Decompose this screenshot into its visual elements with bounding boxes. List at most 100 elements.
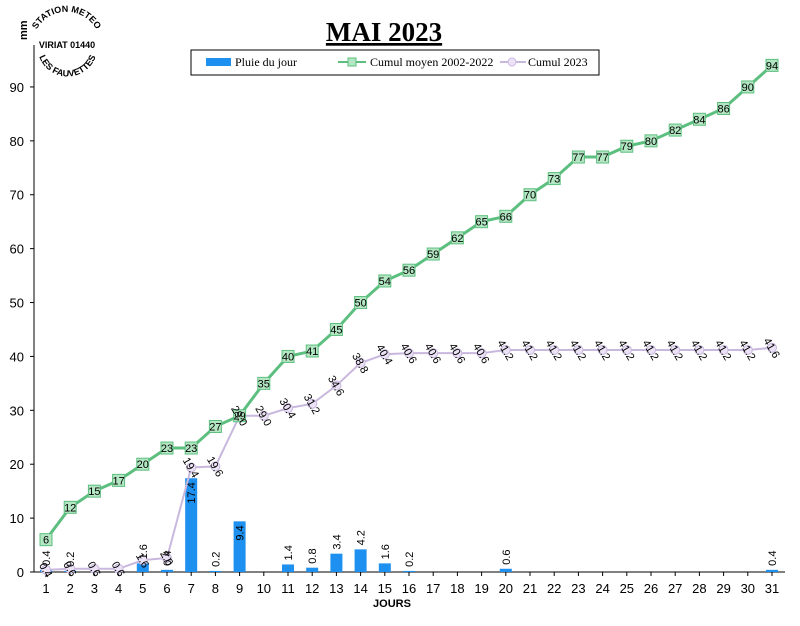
cumul-moyen-label: 45 [330,324,342,336]
x-axis-title: JOURS [373,598,411,610]
cumul-moyen-point [257,376,271,390]
cumul-moyen-label: 23 [161,443,173,455]
x-tick-label: 3 [91,581,98,596]
x-tick-label: 17 [426,581,440,596]
cumul-2023-label: 19.4 [180,456,201,481]
cumul-2023-point [476,348,487,359]
cumul-moyen-point [426,247,440,261]
x-tick-label: 28 [692,581,706,596]
y-tick-label: 50 [10,296,24,311]
y-tick-label: 0 [17,565,24,580]
pluie-jour-label: 4.2 [356,530,368,545]
cumul-2023-point [500,344,511,355]
legend-cum-marker [507,57,517,67]
cumul-2023-point [258,410,269,421]
cumul-moyen-point [87,484,101,498]
x-tick-label: 26 [644,581,658,596]
cumul-2023-point [597,344,608,355]
cumul-moyen-point [692,112,706,126]
x-tick-label: 24 [595,581,609,596]
y-tick-label: 90 [10,80,24,95]
x-tick-label: 8 [212,581,219,596]
bar-pluie-jour [306,567,319,572]
cumul-moyen-label: 77 [596,152,608,164]
cumul-2023-point [621,344,632,355]
cumul-2023-point [379,349,390,360]
cumul-2023-label: 34.6 [325,374,346,399]
pluie-jour-label: 0.4 [162,551,174,566]
cumul-moyen-label: 82 [669,125,681,137]
x-tick-label: 13 [329,581,343,596]
legend-avg-marker [347,57,357,67]
cumul-moyen-point [354,296,368,310]
pluie-jour-label: 0.2 [404,552,416,567]
y-tick-label: 10 [10,511,24,526]
cumul-moyen-point [717,102,731,116]
cumul-moyen-label: 23 [185,443,197,455]
cumul-2023-point [718,344,729,355]
data-labels: 6 12 15 17 20 23 23 27 29 35 40 41 45 50 54 56 59 62 65 66 7… [36,60,782,580]
pluie-jour-label: 9.4 [235,525,247,540]
cumul-2023-point [113,563,124,574]
bar-pluie-jour [161,569,173,572]
cumul-moyen-point [160,441,174,455]
cumul-2023-point [186,462,197,473]
cumul-moyen-label: 50 [354,298,366,310]
x-tick-label: 29 [716,581,730,596]
cumul-moyen-point [378,274,392,288]
cumul-moyen-point [136,457,150,471]
x-tick-label: 15 [378,581,392,596]
cumul-2023-point [525,344,535,355]
x-tick-label: 5 [139,581,146,596]
cumul-moyen-label: 20 [137,459,149,471]
bar-pluie-jour [354,549,367,572]
cumul-2023-label: 30.4 [277,396,298,421]
y-tick-label: 40 [10,349,24,364]
legend-label-cum: Cumul 2023 [528,55,588,69]
cumul-moyen-point [112,473,126,487]
y-tick-label: 70 [10,188,24,203]
bar-pluie-jour [499,568,512,572]
x-tick-label: 4 [115,581,122,596]
cumul-moyen-label: 40 [282,351,294,363]
cumul-moyen-point [620,139,634,153]
cumul-moyen-point [547,172,561,186]
cumul-moyen-point [305,344,319,358]
cumul-2023-point [670,344,681,355]
cumul-moyen-point [475,215,489,229]
x-tick-label: 14 [353,581,367,596]
pluie-jour-label: 0.4 [41,551,53,566]
cumul-2023-point [646,344,656,355]
cumul-moyen-label: 62 [451,233,463,245]
cumul-moyen-point [499,209,513,223]
cumul-moyen-point [184,441,198,455]
cumul-moyen-point [63,500,77,514]
y-tick-label: 30 [10,403,24,418]
cumul-moyen-label: 17 [112,475,124,487]
cumul-2023-point [331,380,342,391]
legend-bar-swatch [206,58,231,66]
x-tick-label: 2 [67,581,74,596]
cumul-moyen-label: 73 [548,174,560,186]
cumul-2023-point [742,344,753,355]
cumul-2023-point [137,555,148,566]
logo-line2: VIRIAT 01440 [39,40,95,50]
pluie-jour-label: 3.4 [331,534,343,549]
bar-pluie-jour [403,570,415,572]
cumul-moyen-label: 86 [717,104,729,116]
cumul-2023-label: 38.8 [349,351,370,376]
x-tick-label: 7 [188,581,195,596]
cumul-2023-line [45,346,773,571]
x-tick-label: 11 [281,581,295,596]
cumul-moyen-point [765,58,779,72]
x-tick-label: 1 [42,581,49,596]
cumul-moyen-point [741,80,755,94]
cumul-2023-point [283,403,293,414]
cumul-2023-point [452,348,463,359]
cumul-2023-point [162,552,172,563]
cumul-2023-point [573,344,584,355]
bar-pluie-jour [185,478,198,572]
cumul-2023-point [767,342,777,353]
y-axis-unit: mm [18,20,30,40]
